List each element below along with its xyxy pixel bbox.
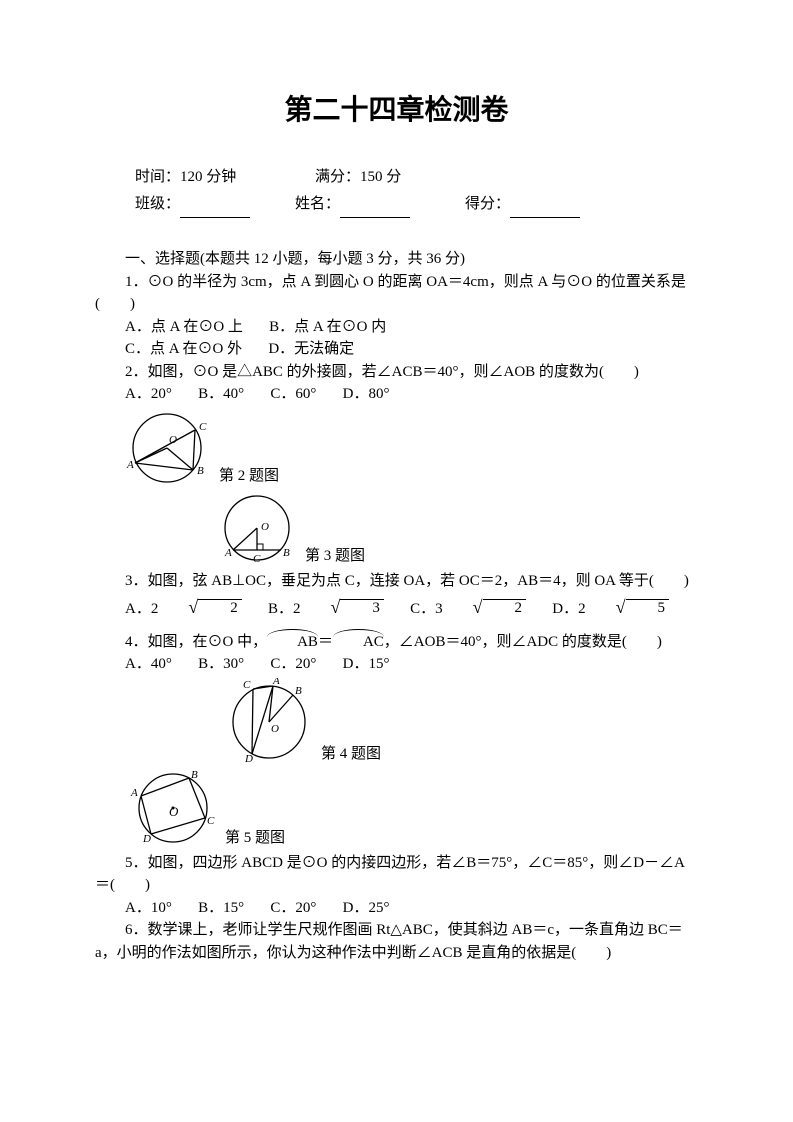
svg-text:D: D [142, 833, 151, 845]
exam-info: 时间：120 分钟 满分：150 分 班级： 姓名： 得分： [135, 164, 698, 218]
q4-text-post: ，∠AOB＝40°，则∠ADC 的度数是( ) [384, 634, 662, 650]
full-label: 满分： [315, 169, 360, 185]
score-label: 得分： [465, 196, 510, 212]
q2-options: A．20° B．40° C．60° D．80° [95, 383, 698, 406]
svg-text:B: B [197, 465, 204, 477]
q3-opt-a-pre: A．2 [125, 601, 158, 617]
svg-text:C: C [253, 553, 261, 565]
sqrt-icon: √2 [158, 598, 241, 616]
q1-opt-a: A．点 A 在⊙O 上 [125, 319, 243, 335]
q1-opt-b: B．点 A 在⊙O 内 [269, 319, 386, 335]
score-blank[interactable] [510, 200, 580, 218]
svg-text:A: A [126, 459, 134, 471]
q5-opt-c: C．20° [270, 900, 316, 916]
sqrt-icon: √5 [586, 598, 669, 616]
time-value: 120 分钟 [180, 169, 236, 185]
svg-text:A: A [272, 678, 280, 687]
name-blank[interactable] [340, 200, 410, 218]
q3-opt-d-pre: D．2 [552, 601, 585, 617]
q2-diagram-icon: O A B C [125, 408, 215, 488]
q3-opt-d-arg: 5 [626, 599, 670, 617]
svg-text:A: A [130, 787, 138, 799]
arc-icon: AB [267, 631, 318, 654]
q1-options-row1: A．点 A 在⊙O 上 B．点 A 在⊙O 内 [95, 316, 698, 339]
q6-text: 6．数学课上，老师让学生尺规作图画 Rt△ABC，使其斜边 AB＝c，一条直角边… [95, 919, 698, 964]
arc-icon: AC [333, 631, 384, 654]
q3-opt-c-pre: C．3 [410, 601, 443, 617]
q5-text: 5．如图，四边形 ABCD 是⊙O 的内接四边形，若∠B＝75°，∠C＝85°，… [95, 852, 698, 897]
q5-opt-d: D．25° [343, 900, 390, 916]
svg-text:O: O [271, 723, 279, 735]
q1-options-row2: C．点 A 在⊙O 外 D．无法确定 [95, 338, 698, 361]
full-field: 满分：150 分 [315, 164, 401, 191]
q2-opt-d: D．80° [343, 386, 390, 402]
q5-figure: O A B C D 第 5 题图 [125, 768, 698, 850]
q4-figure-label: 第 4 题图 [321, 743, 381, 766]
q2-text: 2．如图，⊙O 是△ABC 的外接圆，若∠ACB＝40°，则∠AOB 的度数为(… [95, 361, 698, 384]
q3-diagram-icon: O A C B [215, 490, 301, 568]
q5-opt-a: A．10° [125, 900, 172, 916]
q3-opt-c-arg: 2 [483, 599, 527, 617]
q3-opt-a-arg: 2 [198, 599, 242, 617]
time-label: 时间： [135, 169, 180, 185]
score-field: 得分： [465, 191, 580, 218]
q4-figure: O A B C D 第 4 题图 [225, 678, 698, 766]
full-value: 150 分 [360, 169, 401, 185]
q2-opt-a: A．20° [125, 386, 172, 402]
q4-opt-a: A．40° [125, 656, 172, 672]
sqrt-icon: √3 [301, 598, 384, 616]
q2-opt-b: B．40° [198, 386, 244, 402]
q3-text: 3．如图，弦 AB⊥OC，垂足为点 C，连接 OA，若 OC＝2，AB＝4，则 … [95, 570, 698, 593]
class-label: 班级： [135, 196, 180, 212]
q3-opt-b-arg: 3 [340, 599, 384, 617]
svg-text:B: B [283, 547, 290, 559]
svg-text:B: B [295, 685, 302, 697]
q1-opt-c: C．点 A 在⊙O 外 [125, 341, 242, 357]
q4-options: A．40° B．30° C．20° D．15° [95, 653, 698, 676]
name-field: 姓名： [295, 191, 465, 218]
q4-opt-c: C．20° [270, 656, 316, 672]
page-title: 第二十四章检测卷 [95, 90, 698, 132]
class-blank[interactable] [180, 200, 250, 218]
q3-figure-label: 第 3 题图 [305, 545, 365, 568]
svg-text:D: D [244, 753, 253, 765]
q3-opt-b-pre: B．2 [268, 601, 301, 617]
svg-text:C: C [207, 815, 215, 827]
svg-text:A: A [224, 547, 232, 559]
q2-figure-label: 第 2 题图 [219, 465, 279, 488]
class-field: 班级： [135, 191, 295, 218]
q5-diagram-icon: O A B C D [125, 768, 221, 850]
svg-text:B: B [191, 769, 198, 781]
q4-opt-b: B．30° [198, 656, 244, 672]
q5-options: A．10° B．15° C．20° D．25° [95, 897, 698, 920]
q1-opt-d: D．无法确定 [268, 341, 354, 357]
q1-text: 1．⊙O 的半径为 3cm，点 A 到圆心 O 的距离 OA＝4cm，则点 A … [95, 271, 698, 316]
q5-figure-label: 第 5 题图 [225, 827, 285, 850]
svg-text:O: O [169, 804, 179, 819]
svg-text:C: C [243, 679, 251, 691]
q2-opt-c: C．60° [270, 386, 316, 402]
time-field: 时间：120 分钟 [135, 164, 315, 191]
q3-options: A．2√2 B．2√3 C．3√2 D．2√5 [95, 598, 698, 621]
q4-eq: ＝ [318, 634, 333, 650]
section-1-header: 一、选择题(本题共 12 小题，每小题 3 分，共 36 分) [95, 248, 698, 271]
q4-opt-d: D．15° [343, 656, 390, 672]
q4-text-pre: 4．如图，在⊙O 中， [125, 634, 267, 650]
sqrt-icon: √2 [443, 598, 526, 616]
questions-body: 一、选择题(本题共 12 小题，每小题 3 分，共 36 分) 1．⊙O 的半径… [95, 248, 698, 964]
svg-text:C: C [199, 421, 207, 433]
q4-text: 4．如图，在⊙O 中，AB＝AC，∠AOB＝40°，则∠ADC 的度数是( ) [95, 631, 698, 654]
svg-text:O: O [261, 521, 269, 533]
q4-diagram-icon: O A B C D [225, 678, 317, 766]
q5-opt-b: B．15° [198, 900, 244, 916]
q3-figure: O A C B 第 3 题图 [215, 490, 698, 568]
q2-figure: O A B C 第 2 题图 [125, 408, 698, 488]
svg-text:O: O [169, 434, 177, 446]
name-label: 姓名： [295, 196, 340, 212]
